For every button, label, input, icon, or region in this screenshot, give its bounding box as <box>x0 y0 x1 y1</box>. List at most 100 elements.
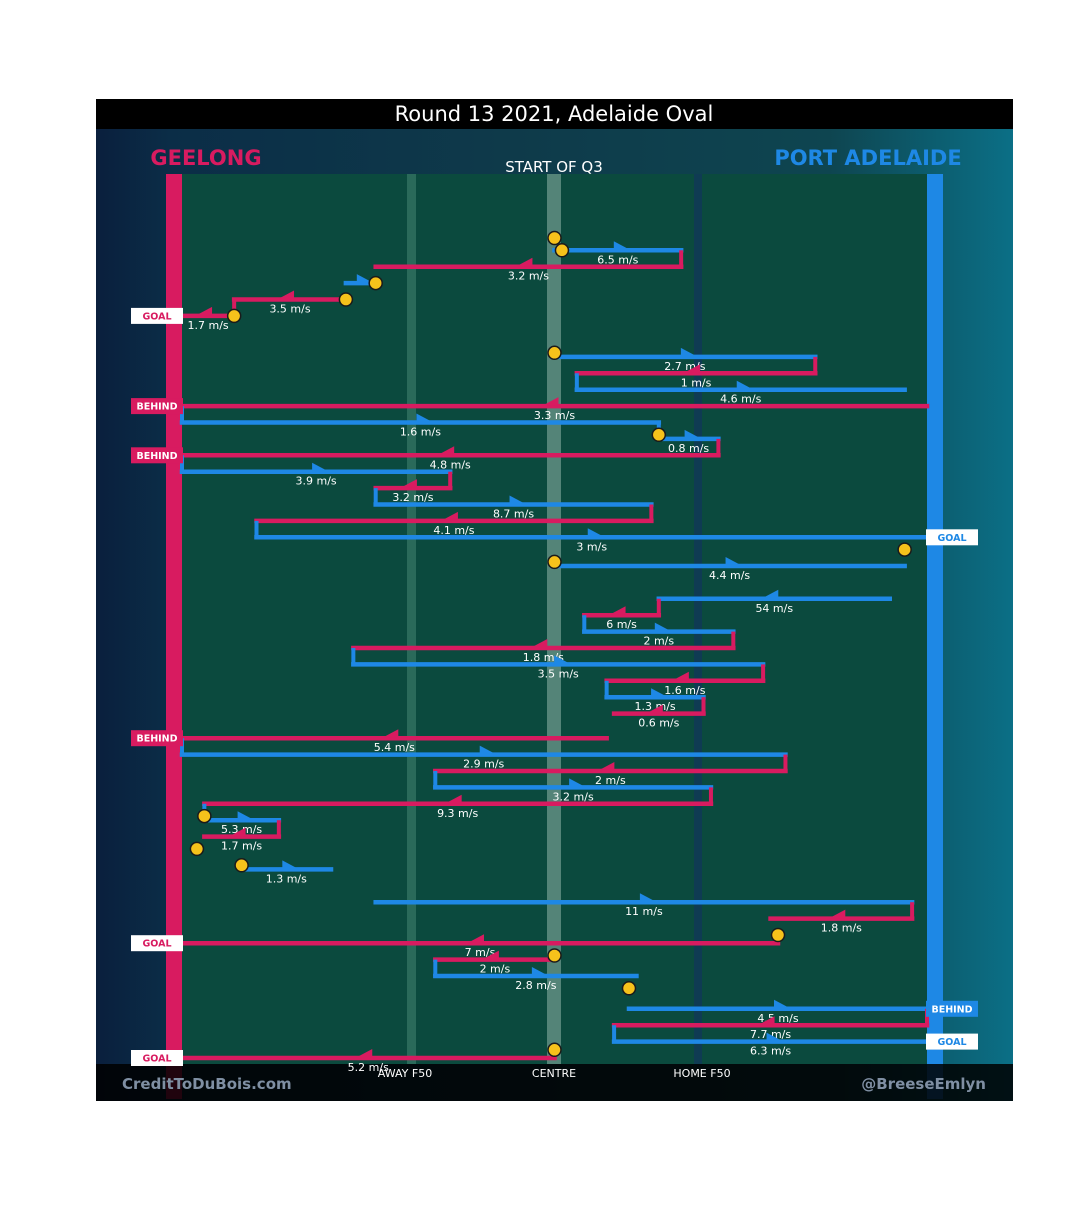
speed-label: 6 m/s <box>606 618 637 631</box>
chain-direction-arrow <box>829 909 846 919</box>
stoppage-marker <box>368 275 383 291</box>
speed-label: 7.7 m/s <box>750 1028 791 1041</box>
speed-label: 2.9 m/s <box>463 758 504 771</box>
stoppage-marker <box>547 345 562 361</box>
chain-direction-arrow <box>416 413 433 422</box>
chain-direction-arrow <box>438 446 455 455</box>
chain-direction-arrow <box>725 557 742 566</box>
speed-label: 4.6 m/s <box>720 393 761 406</box>
speed-label: 1.6 m/s <box>664 684 705 697</box>
speed-label: 7 m/s <box>465 946 496 959</box>
outcome-label: GOAL <box>142 1054 171 1065</box>
speed-label: 3.9 m/s <box>296 475 337 488</box>
chart-title: Round 13 2021, Adelaide Oval <box>395 102 714 126</box>
credit-left: CreditToDuBois.com <box>122 1075 292 1093</box>
chain-direction-arrow <box>680 347 697 357</box>
speed-label: 3.2 m/s <box>553 790 594 803</box>
axis-label-home-f50: HOME F50 <box>673 1067 730 1080</box>
speed-label: 5.2 m/s <box>348 1061 389 1074</box>
speed-label: 1 m/s <box>681 376 712 389</box>
speed-label: 2 m/s <box>595 774 626 787</box>
outcome-label: GOAL <box>937 1037 966 1048</box>
chain-direction-arrow <box>684 364 701 373</box>
chain-direction-arrow <box>468 934 484 943</box>
outcome-badge <box>926 529 978 546</box>
stoppage-marker <box>547 554 562 570</box>
chain-direction-arrow <box>672 671 689 681</box>
speed-label: 1.6 m/s <box>400 426 441 439</box>
outcome-label: BEHIND <box>136 451 177 462</box>
stoppage-marker <box>651 427 667 443</box>
speed-label: 2 m/s <box>643 635 674 648</box>
stoppage-marker <box>897 542 912 557</box>
speed-label: 4.8 m/s <box>430 458 471 471</box>
chain-direction-arrow <box>356 274 373 283</box>
chain-direction-arrow <box>282 860 299 869</box>
axis-label-away-f50: AWAY F50 <box>378 1067 432 1080</box>
home-f50-line <box>694 174 702 1064</box>
chain-direction-arrow <box>479 745 496 755</box>
outcome-label: BEHIND <box>136 402 177 413</box>
stoppage-marker <box>234 858 249 873</box>
chain-direction-arrow <box>382 729 399 738</box>
speed-label: 4.1 m/s <box>433 524 474 537</box>
chain-direction-arrow <box>278 290 295 299</box>
chain-direction-arrow <box>609 606 626 615</box>
chain-direction-arrow <box>762 589 779 599</box>
outcome-label: GOAL <box>142 939 171 950</box>
speed-label: 3.5 m/s <box>538 667 579 680</box>
chain-direction-arrow <box>651 688 668 697</box>
stoppage-marker <box>554 243 570 258</box>
speed-label: 3.3 m/s <box>534 409 575 422</box>
outcome-badge <box>131 447 183 464</box>
chain-direction-arrow <box>766 1032 783 1042</box>
outcome-badge <box>926 1000 978 1017</box>
chain-direction-arrow <box>774 999 790 1009</box>
credit-right: @BreeseEmlyn <box>861 1075 986 1093</box>
chain-direction-arrow <box>237 811 254 820</box>
chain-direction-arrow <box>736 380 753 390</box>
outcome-badge <box>926 1033 978 1050</box>
chain-direction-arrow <box>531 967 548 976</box>
chain-direction-arrow <box>613 241 630 250</box>
outcome-label: GOAL <box>142 311 171 322</box>
chain-direction-arrow <box>654 622 671 632</box>
outcome-badge <box>131 730 183 747</box>
speed-label: 3 m/s <box>576 540 607 553</box>
speed-label: 1.3 m/s <box>634 700 675 713</box>
outcome-badge <box>131 398 183 415</box>
outcome-badge <box>131 935 183 952</box>
chain-direction-arrow <box>646 704 663 714</box>
speed-label: 9.3 m/s <box>437 807 478 820</box>
chain-direction-arrow <box>482 950 499 960</box>
speed-label: 4.4 m/s <box>709 569 750 582</box>
badges-layer: GOAL BEHIND BEHIND GOAL BEHIND GOAL BEHIND GOAL… <box>131 307 978 1066</box>
chart-subtitle: START OF Q3 <box>505 158 603 176</box>
speed-label: 1.7 m/s <box>221 840 262 853</box>
stoppage-marker <box>547 230 562 246</box>
chain-direction-arrow <box>400 479 417 488</box>
stoppage-marker <box>621 981 637 996</box>
chain-direction-arrow <box>554 655 571 664</box>
chain-direction-arrow <box>531 639 548 648</box>
stoppage-marker <box>226 308 242 324</box>
port-adelaide-goal-post <box>927 174 943 1099</box>
speed-label: 0.6 m/s <box>638 717 679 730</box>
team-left-name: GEELONG <box>150 146 261 170</box>
speed-label: 1.7 m/s <box>187 319 228 332</box>
speed-label: 1.8 m/s <box>821 922 862 935</box>
speed-label: 1.8 m/s <box>523 651 564 664</box>
outcome-badge <box>131 307 183 324</box>
stoppage-marker <box>547 1042 562 1058</box>
chain-direction-arrow <box>356 1049 373 1058</box>
chain-direction-arrow <box>758 1016 775 1025</box>
centre-line <box>547 174 561 1064</box>
chain-direction-arrow <box>312 462 329 472</box>
outcome-label: BEHIND <box>931 1004 972 1015</box>
title-bar <box>96 99 1013 129</box>
footer-bar <box>96 1064 1013 1101</box>
axis-label-centre: CENTRE <box>532 1067 576 1080</box>
away-f50-line <box>407 174 416 1064</box>
stoppage-marker <box>547 948 562 963</box>
outcome-badge <box>131 1050 183 1066</box>
